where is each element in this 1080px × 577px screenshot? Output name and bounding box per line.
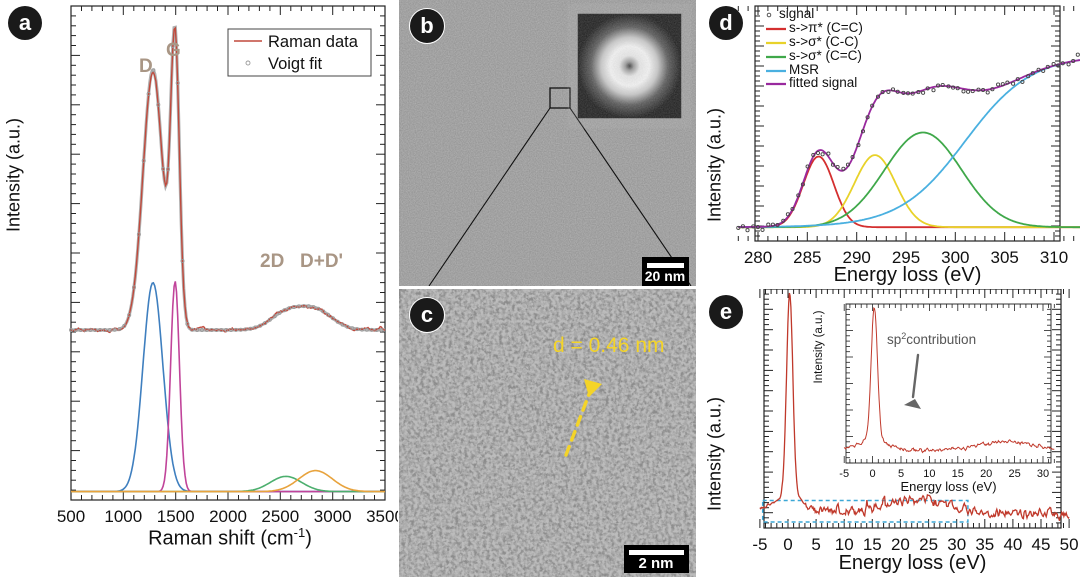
svg-text:15: 15 [952,468,964,480]
svg-text:-5: -5 [752,535,767,554]
svg-text:d = 0.46 nm: d = 0.46 nm [553,334,665,357]
svg-text:20: 20 [891,535,910,554]
svg-text:s->σ* (C=C): s->σ* (C=C) [789,48,862,63]
svg-text:5: 5 [898,468,904,480]
svg-text:280: 280 [744,248,772,267]
svg-text:35: 35 [975,535,994,554]
svg-text:300: 300 [941,248,969,267]
svg-text:5: 5 [811,535,820,554]
svg-text:25: 25 [919,535,938,554]
svg-text:290: 290 [843,248,871,267]
svg-text:D+D': D+D' [300,251,343,272]
svg-text:2D: 2D [260,251,284,272]
svg-text:40: 40 [1003,535,1022,554]
svg-text:signal: signal [779,6,814,21]
svg-text:0: 0 [783,535,792,554]
svg-text:3500: 3500 [366,507,398,526]
svg-text:50: 50 [1060,535,1079,554]
svg-text:G: G [166,40,181,61]
svg-text:2000: 2000 [209,507,247,526]
svg-text:-5: -5 [839,468,849,480]
svg-text:Voigt fit: Voigt fit [268,55,323,73]
svg-text:20: 20 [980,468,992,480]
svg-text:285: 285 [793,248,821,267]
svg-text:s->π* (C=C): s->π* (C=C) [789,20,863,35]
svg-text:0: 0 [870,468,876,480]
svg-text:30: 30 [947,535,966,554]
svg-text:s->σ* (C-C): s->σ* (C-C) [789,34,858,49]
svg-text:20 nm: 20 nm [645,268,685,284]
svg-text:310: 310 [1040,248,1068,267]
svg-text:295: 295 [892,248,920,267]
svg-text:D: D [139,56,153,77]
svg-text:15: 15 [863,535,882,554]
svg-text:fitted signal: fitted signal [789,75,857,90]
svg-text:500: 500 [57,507,85,526]
svg-text:Raman data: Raman data [268,33,359,51]
svg-text:25: 25 [1008,468,1020,480]
svg-text:10: 10 [835,535,854,554]
svg-text:30: 30 [1037,468,1049,480]
svg-text:2500: 2500 [261,507,299,526]
svg-text:3000: 3000 [314,507,352,526]
svg-text:10: 10 [923,468,935,480]
svg-text:1000: 1000 [104,507,142,526]
svg-text:45: 45 [1032,535,1051,554]
svg-text:sp2contribution: sp2contribution [887,331,976,347]
svg-text:2 nm: 2 nm [638,555,673,572]
svg-text:1500: 1500 [157,507,195,526]
svg-text:305: 305 [991,248,1019,267]
